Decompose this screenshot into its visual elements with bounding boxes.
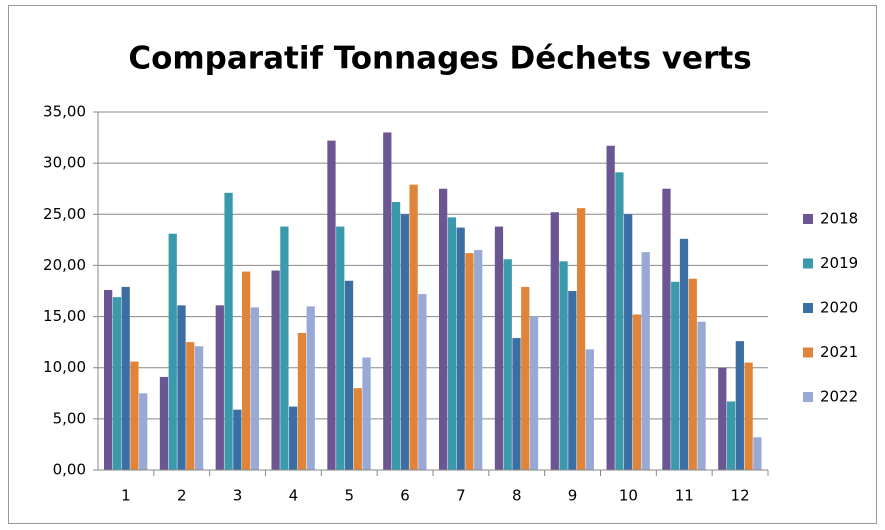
bar: [465, 253, 474, 470]
bar: [512, 338, 521, 470]
bar: [474, 250, 483, 470]
bar: [159, 376, 169, 470]
x-tick-label: 2: [177, 487, 187, 505]
bar: [400, 214, 409, 470]
bar: [233, 409, 242, 470]
legend-swatch: [803, 214, 813, 224]
bar: [224, 192, 233, 470]
y-tick-label: 5,00: [53, 409, 86, 427]
bar: [503, 259, 512, 470]
x-tick-label: 10: [619, 487, 638, 505]
legend-swatch: [803, 347, 813, 358]
bar: [409, 184, 418, 470]
bar: [168, 233, 177, 470]
bar: [418, 294, 427, 470]
bar: [362, 357, 371, 470]
bar: [494, 226, 504, 470]
bar: [121, 286, 130, 470]
bar: [353, 388, 362, 470]
bar: [726, 401, 736, 470]
bar: [735, 341, 744, 470]
bar: [194, 346, 204, 470]
bar: [241, 271, 251, 470]
y-tick-label: 0,00: [53, 461, 86, 479]
x-tick-label: 1: [121, 487, 131, 505]
legend-swatch: [803, 303, 813, 313]
bar: [186, 342, 195, 470]
bar: [632, 314, 642, 470]
bar: [559, 261, 568, 470]
legend-swatch: [803, 258, 813, 269]
bar: [529, 316, 539, 470]
legend-label: 2022: [820, 388, 858, 406]
bar: [383, 132, 392, 470]
bar: [688, 278, 697, 470]
bar: [289, 406, 298, 470]
bar: [456, 227, 465, 470]
y-tick-label: 10,00: [43, 358, 86, 376]
bar: [271, 270, 280, 470]
y-tick-label: 25,00: [43, 205, 86, 223]
x-tick-label: 7: [456, 487, 466, 505]
bar: [521, 286, 530, 470]
bar: [718, 367, 727, 470]
bar: [177, 305, 186, 470]
bar: [112, 297, 122, 470]
y-tick-label: 15,00: [43, 307, 86, 325]
x-tick-label: 6: [400, 487, 410, 505]
x-tick-label: 5: [344, 487, 354, 505]
bar: [697, 321, 706, 470]
bar: [662, 188, 671, 470]
bar: [585, 349, 594, 470]
bar: [306, 306, 315, 470]
bar: [280, 226, 289, 470]
x-tick-label: 9: [568, 487, 578, 505]
bar: [568, 291, 577, 470]
bar: [576, 208, 586, 471]
y-tick-label: 35,00: [43, 103, 86, 121]
bar: [327, 140, 336, 470]
bar: [447, 217, 457, 470]
legend-label: 2020: [820, 299, 858, 317]
x-tick-label: 8: [512, 487, 522, 505]
bar: [641, 252, 650, 470]
bar: [130, 361, 139, 470]
legend-label: 2018: [820, 210, 858, 228]
bar: [679, 238, 689, 470]
x-tick-label: 12: [731, 487, 750, 505]
bar: [550, 212, 559, 471]
bar: [139, 393, 148, 470]
legend-swatch: [803, 392, 813, 402]
chart-title: Comparatif Tonnages Déchets verts: [128, 41, 751, 77]
bar: [671, 281, 680, 470]
bar: [744, 362, 753, 470]
x-tick-label: 3: [233, 487, 243, 505]
bar: [336, 226, 345, 470]
x-tick-label: 11: [675, 487, 694, 505]
bar: [104, 289, 113, 470]
bar: [624, 214, 633, 470]
legend-label: 2021: [820, 343, 858, 361]
bar: [615, 172, 624, 470]
x-tick-label: 4: [289, 487, 299, 505]
bar: [753, 437, 762, 470]
bar: [391, 202, 401, 471]
bar: [297, 332, 307, 470]
bar: [215, 305, 224, 470]
bar: [606, 145, 615, 471]
y-tick-label: 30,00: [43, 154, 86, 172]
bar: [344, 280, 354, 470]
bar: [439, 188, 448, 470]
legend-label: 2019: [820, 254, 858, 272]
y-tick-label: 20,00: [43, 256, 86, 274]
bar: [250, 307, 259, 470]
